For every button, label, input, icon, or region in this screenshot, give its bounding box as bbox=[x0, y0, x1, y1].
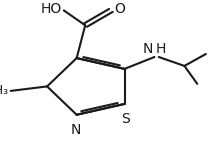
Text: S: S bbox=[121, 112, 130, 126]
Text: H: H bbox=[156, 42, 166, 56]
Text: CH₃: CH₃ bbox=[0, 84, 9, 97]
Text: O: O bbox=[114, 2, 125, 16]
Text: N: N bbox=[143, 42, 153, 56]
Text: HO: HO bbox=[40, 2, 62, 16]
Text: N: N bbox=[70, 123, 81, 137]
